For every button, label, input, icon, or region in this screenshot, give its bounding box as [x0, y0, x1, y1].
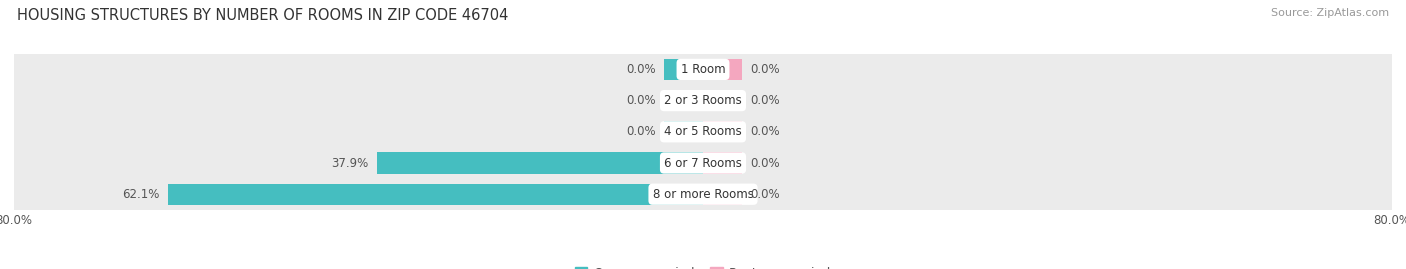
Text: 0.0%: 0.0% [751, 188, 780, 201]
Text: 0.0%: 0.0% [626, 94, 655, 107]
Bar [664, 121, 703, 142]
Text: 0.0%: 0.0% [751, 94, 780, 107]
Bar [14, 179, 1392, 210]
Bar [377, 153, 703, 174]
Bar [703, 90, 742, 111]
Bar [169, 184, 703, 205]
Text: 0.0%: 0.0% [626, 125, 655, 138]
Text: Source: ZipAtlas.com: Source: ZipAtlas.com [1271, 8, 1389, 18]
Bar [664, 90, 703, 111]
Bar [664, 59, 703, 80]
Text: 0.0%: 0.0% [751, 125, 780, 138]
Bar [703, 121, 742, 142]
Bar [14, 85, 1392, 116]
Legend: Owner-occupied, Renter-occupied: Owner-occupied, Renter-occupied [569, 262, 837, 269]
Bar [14, 54, 1392, 85]
Text: 1 Room: 1 Room [681, 63, 725, 76]
Bar [703, 153, 742, 174]
Text: 62.1%: 62.1% [122, 188, 160, 201]
Text: 0.0%: 0.0% [751, 63, 780, 76]
Text: 2 or 3 Rooms: 2 or 3 Rooms [664, 94, 742, 107]
Text: 37.9%: 37.9% [330, 157, 368, 169]
Bar [14, 116, 1392, 147]
Text: 8 or more Rooms: 8 or more Rooms [652, 188, 754, 201]
Bar [703, 59, 742, 80]
Text: 6 or 7 Rooms: 6 or 7 Rooms [664, 157, 742, 169]
Text: 4 or 5 Rooms: 4 or 5 Rooms [664, 125, 742, 138]
Bar [14, 147, 1392, 179]
Bar [703, 184, 742, 205]
Text: 0.0%: 0.0% [626, 63, 655, 76]
Text: HOUSING STRUCTURES BY NUMBER OF ROOMS IN ZIP CODE 46704: HOUSING STRUCTURES BY NUMBER OF ROOMS IN… [17, 8, 508, 23]
Text: 0.0%: 0.0% [751, 157, 780, 169]
